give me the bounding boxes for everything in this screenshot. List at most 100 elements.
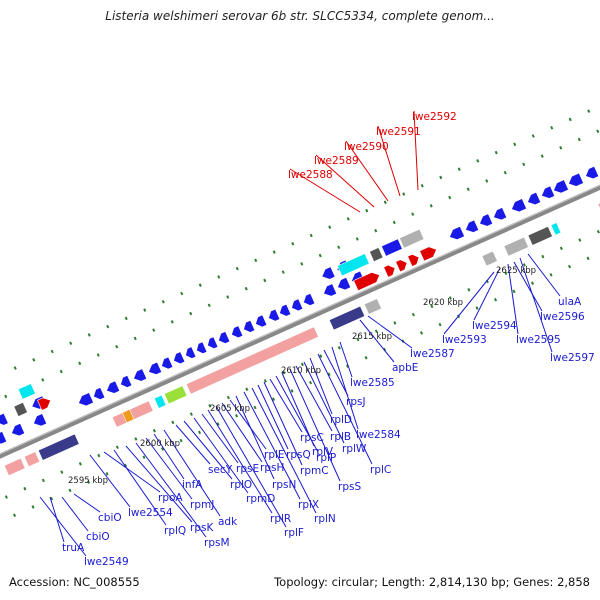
gene-arrow-reverse [527, 191, 542, 206]
tick-mark [235, 414, 239, 418]
kbp-label: 2615 kbp [352, 332, 392, 342]
gene-label: rpmD [246, 493, 275, 505]
gene-arrow-reverse [173, 351, 186, 365]
leader-line [175, 424, 211, 465]
gene-arrow-forward [395, 259, 408, 273]
leader-line [145, 437, 193, 500]
gene-label: lwe2589 [314, 155, 359, 167]
leader-line [49, 496, 65, 543]
tick-mark [291, 241, 295, 246]
leader-line [289, 168, 361, 213]
tick-mark [577, 137, 581, 142]
gene-arrow-reverse [218, 331, 231, 344]
leader-line [473, 267, 501, 321]
leader-line [281, 372, 315, 447]
tick-mark [115, 344, 119, 349]
leader-line [527, 253, 561, 297]
gene-arrow-reverse [493, 207, 508, 221]
tick-mark [281, 270, 285, 274]
leader-line [243, 391, 301, 500]
tick-mark [318, 253, 322, 258]
gene-arrow-forward [353, 272, 381, 292]
gene-block [337, 253, 370, 277]
gene-arrow-reverse [568, 172, 584, 187]
gene-block [17, 383, 36, 400]
tick-mark [466, 187, 470, 192]
gene-label: ulaA [558, 296, 582, 308]
gene-label: lwe2594 [472, 320, 517, 332]
tick-mark [475, 306, 479, 310]
leader-line [309, 357, 333, 415]
tick-mark [134, 437, 138, 441]
gene-arrow-reverse [323, 283, 338, 297]
leader-line [89, 454, 131, 508]
tick-mark [217, 275, 221, 279]
tick-mark [550, 125, 554, 130]
tick-mark [263, 278, 267, 283]
gene-block [328, 305, 366, 331]
gene-block [163, 385, 188, 405]
gene-arrow-reverse [541, 185, 556, 199]
leader-line [257, 384, 289, 450]
tick-marks [4, 109, 600, 518]
gene-block [3, 457, 26, 477]
leader-line [377, 125, 401, 197]
gene-label: rplE [264, 449, 285, 461]
tick-mark [68, 488, 72, 493]
leader-line [221, 402, 263, 463]
tick-mark [522, 263, 526, 267]
gene-label: rplR [270, 513, 291, 525]
tick-mark [568, 264, 572, 269]
tick-mark [337, 346, 341, 350]
leader-line [39, 496, 87, 557]
gene-block [399, 228, 425, 249]
gene-arrow-reverse [553, 179, 569, 194]
leader-line [367, 315, 413, 349]
leader-line [61, 496, 89, 532]
tick-mark [171, 420, 175, 425]
tick-mark [253, 405, 257, 410]
tick-mark [374, 228, 378, 233]
tick-mark [578, 238, 582, 242]
tick-mark [4, 394, 8, 399]
gene-arrow-reverse [120, 374, 133, 388]
leader-line [263, 381, 303, 466]
gene-label: rpsM [204, 537, 230, 549]
gene-block [111, 400, 154, 428]
leader-line [193, 417, 249, 494]
kbp-label: 2600 kbp [140, 439, 180, 449]
map-title: Listeria welshimeri serovar 6b str. SLCC… [105, 9, 495, 23]
tick-mark [60, 470, 64, 474]
gene-arrow-forward [419, 246, 437, 262]
gene-label: lwe2588 [288, 169, 333, 181]
leader-line [413, 110, 419, 191]
gene-label: rpsE [236, 463, 259, 475]
gene-block [481, 250, 498, 267]
leader-line [269, 378, 303, 433]
gene-arrow-reverse [321, 266, 336, 280]
leader-line [359, 319, 395, 363]
gene-label: rpsC [300, 432, 324, 444]
gene-arrow-forward [407, 254, 420, 267]
kbp-label: 2625 kbp [496, 266, 536, 276]
gene-block [363, 298, 382, 315]
gene-label: rplD [330, 414, 352, 426]
gene-label: rplF [284, 527, 304, 539]
tick-mark [392, 220, 396, 225]
gene-arrow-reverse [291, 298, 304, 312]
tick-mark [254, 258, 258, 263]
tick-mark [78, 462, 82, 466]
tick-mark [319, 354, 323, 358]
gene-label: rpsQ [286, 449, 311, 461]
tick-mark [559, 146, 563, 150]
kbp-label: 2620 kbp [423, 298, 463, 308]
backbone-axis [0, 184, 600, 459]
gene-label: rpsH [260, 462, 284, 474]
tick-mark [59, 369, 63, 374]
gene-arrow-reverse [207, 336, 219, 350]
tick-mark [355, 237, 359, 241]
tick-mark [327, 372, 331, 377]
leader-line [345, 140, 389, 202]
gene-label: rpmC [300, 465, 329, 477]
